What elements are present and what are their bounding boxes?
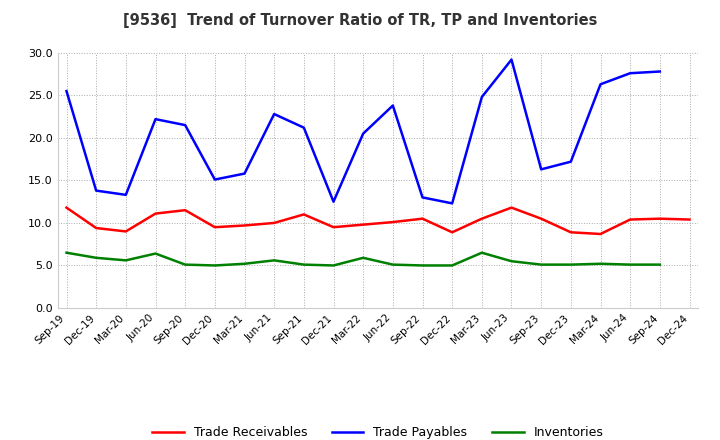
Inventories (537, 262, 546, 267)
Trade Receivables (181, 208, 189, 213)
Inventories (122, 258, 130, 263)
Inventories (596, 261, 605, 266)
Trade Payables (418, 195, 427, 200)
Trade Receivables (655, 216, 664, 221)
Line: Trade Receivables: Trade Receivables (66, 208, 690, 234)
Trade Payables (596, 82, 605, 87)
Trade Payables (626, 70, 634, 76)
Trade Receivables (62, 205, 71, 210)
Trade Receivables (596, 231, 605, 237)
Trade Payables (92, 188, 101, 193)
Trade Payables (389, 103, 397, 108)
Trade Payables (537, 167, 546, 172)
Trade Payables (329, 199, 338, 204)
Inventories (300, 262, 308, 267)
Trade Payables (567, 159, 575, 164)
Trade Receivables (122, 229, 130, 234)
Trade Receivables (626, 217, 634, 222)
Trade Payables (448, 201, 456, 206)
Trade Payables (240, 171, 249, 176)
Trade Receivables (300, 212, 308, 217)
Inventories (359, 255, 367, 260)
Inventories (151, 251, 160, 256)
Inventories (567, 262, 575, 267)
Trade Receivables (448, 230, 456, 235)
Trade Receivables (567, 230, 575, 235)
Legend: Trade Receivables, Trade Payables, Inventories: Trade Receivables, Trade Payables, Inven… (148, 422, 608, 440)
Trade Payables (62, 88, 71, 94)
Trade Payables (359, 131, 367, 136)
Trade Receivables (389, 220, 397, 225)
Trade Receivables (685, 217, 694, 222)
Trade Receivables (359, 222, 367, 227)
Trade Receivables (210, 224, 219, 230)
Trade Receivables (270, 220, 279, 226)
Inventories (477, 250, 486, 255)
Inventories (329, 263, 338, 268)
Trade Payables (507, 57, 516, 62)
Inventories (210, 263, 219, 268)
Trade Receivables (418, 216, 427, 221)
Trade Payables (181, 122, 189, 128)
Trade Payables (122, 192, 130, 198)
Trade Receivables (537, 216, 546, 221)
Inventories (92, 255, 101, 260)
Inventories (418, 263, 427, 268)
Trade Payables (477, 95, 486, 100)
Trade Receivables (329, 224, 338, 230)
Trade Receivables (151, 211, 160, 216)
Inventories (181, 262, 189, 267)
Inventories (389, 262, 397, 267)
Trade Payables (210, 177, 219, 182)
Inventories (448, 263, 456, 268)
Inventories (62, 250, 71, 255)
Trade Payables (655, 69, 664, 74)
Trade Receivables (92, 225, 101, 231)
Inventories (270, 258, 279, 263)
Trade Payables (300, 125, 308, 130)
Inventories (507, 259, 516, 264)
Inventories (626, 262, 634, 267)
Trade Receivables (477, 216, 486, 221)
Trade Payables (151, 117, 160, 122)
Text: [9536]  Trend of Turnover Ratio of TR, TP and Inventories: [9536] Trend of Turnover Ratio of TR, TP… (123, 13, 597, 28)
Trade Payables (270, 111, 279, 117)
Line: Trade Payables: Trade Payables (66, 59, 660, 203)
Inventories (240, 261, 249, 266)
Inventories (655, 262, 664, 267)
Line: Inventories: Inventories (66, 253, 660, 265)
Trade Receivables (507, 205, 516, 210)
Trade Receivables (240, 223, 249, 228)
